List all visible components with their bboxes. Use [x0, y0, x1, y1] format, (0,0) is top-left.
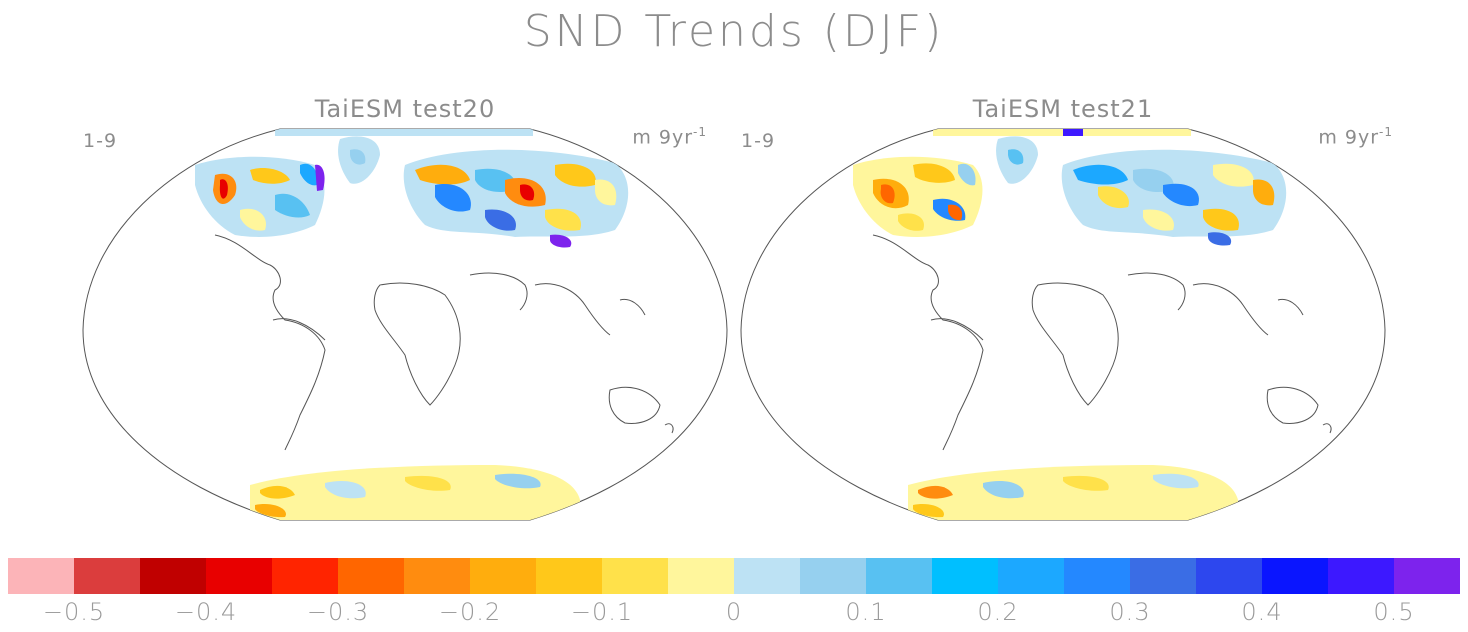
colorbar-cell — [602, 558, 668, 594]
colorbar-cell — [998, 558, 1064, 594]
colorbar-cell — [338, 558, 404, 594]
panel-title: TaiESM test21 — [972, 95, 1154, 123]
world-map-test21 — [740, 128, 1386, 521]
colorbar-cell — [932, 558, 998, 594]
map-panel-test20: TaiESM test20 1-9 m 9yr-1 — [75, 95, 735, 535]
colorbar-cell — [1394, 558, 1460, 594]
colorbar-cell — [404, 558, 470, 594]
colorbar — [8, 558, 1460, 594]
colorbar-tick-label: 0.1 — [845, 598, 887, 626]
colorbar-tick-label: 0 — [725, 598, 743, 626]
colorbar-tick-label: −0.2 — [438, 598, 502, 626]
figure-title: SND Trends (DJF) — [523, 6, 945, 57]
colorbar-cell — [1130, 558, 1196, 594]
colorbar-cell — [800, 558, 866, 594]
colorbar-cell — [866, 558, 932, 594]
panel-title: TaiESM test20 — [314, 95, 496, 123]
colorbar-cell — [470, 558, 536, 594]
panel-period-label: 1-9 — [83, 130, 118, 152]
map-panel-test21: TaiESM test21 1-9 m 9yr-1 — [733, 95, 1393, 535]
colorbar-cell — [1196, 558, 1262, 594]
colorbar-tick-label: −0.4 — [174, 598, 238, 626]
colorbar-tick-label: 0.4 — [1241, 598, 1283, 626]
colorbar-tick-label: 0.5 — [1373, 598, 1415, 626]
colorbar-tick-label: 0.3 — [1109, 598, 1151, 626]
colorbar-cell — [8, 558, 74, 594]
colorbar-cell — [536, 558, 602, 594]
colorbar-cell — [140, 558, 206, 594]
colorbar-cell — [272, 558, 338, 594]
colorbar-tick-labels: −0.5 −0.4 −0.3 −0.2 −0.1 0 0.1 0.2 0.3 0.4 0.5 — [8, 598, 1460, 628]
colorbar-tick-label: −0.5 — [42, 598, 106, 626]
colorbar-cell — [668, 558, 734, 594]
world-map-test20 — [82, 128, 728, 521]
panel-period-label: 1-9 — [741, 130, 776, 152]
colorbar-tick-label: −0.1 — [570, 598, 634, 626]
colorbar-cell — [1064, 558, 1130, 594]
panel-units-label: m 9yr-1 — [632, 125, 707, 149]
colorbar-tick-label: 0.2 — [977, 598, 1019, 626]
colorbar-cell — [1328, 558, 1394, 594]
colorbar-cell — [206, 558, 272, 594]
colorbar-cell — [734, 558, 800, 594]
panel-units-label: m 9yr-1 — [1318, 125, 1393, 149]
colorbar-cell — [74, 558, 140, 594]
colorbar-cell — [1262, 558, 1328, 594]
colorbar-tick-label: −0.3 — [306, 598, 370, 626]
